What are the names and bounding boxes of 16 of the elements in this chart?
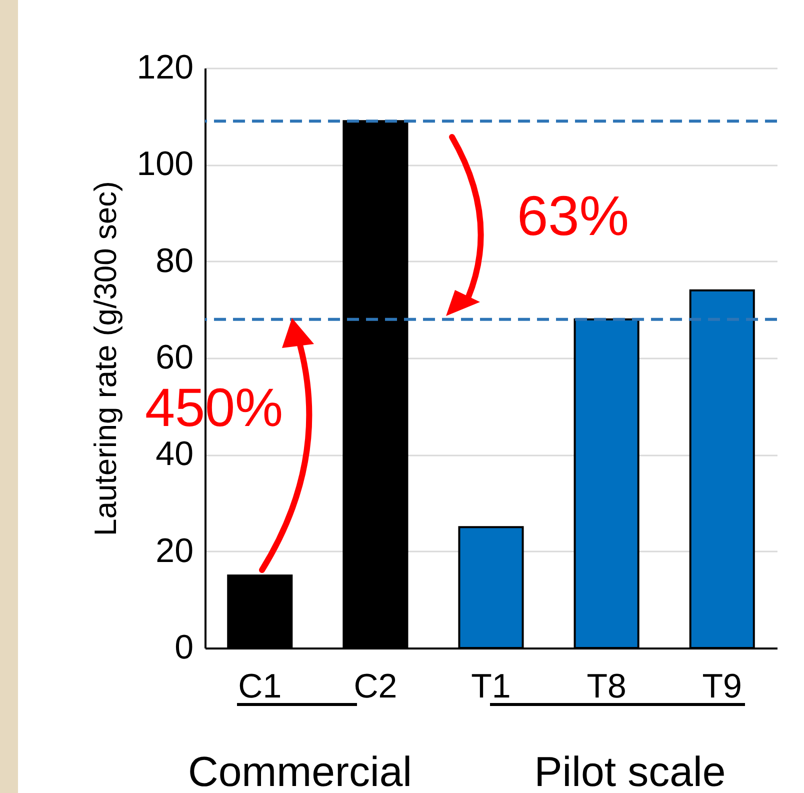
y-tick-label: 60 <box>156 338 194 376</box>
y-tick-label: 0 <box>174 628 194 666</box>
x-tick-label: T1 <box>471 668 511 706</box>
x-tick-label: T8 <box>586 668 626 706</box>
y-tick-label: 100 <box>136 145 194 184</box>
x-tick-label: C2 <box>354 668 398 706</box>
x-tick-label: C1 <box>238 668 282 706</box>
x-tick-label: T9 <box>702 668 742 706</box>
y-tick-label: 20 <box>156 532 194 570</box>
annotation: 63% <box>516 184 630 247</box>
y-tick-label: 120 <box>136 48 194 86</box>
text: Commercial <box>188 748 412 793</box>
y-tick-label: 40 <box>156 435 194 474</box>
text: Pilot scale <box>534 748 726 793</box>
y-axis-title: Lautering rate (g/300 sec) <box>88 181 123 536</box>
y-tick-label: 80 <box>156 242 194 280</box>
